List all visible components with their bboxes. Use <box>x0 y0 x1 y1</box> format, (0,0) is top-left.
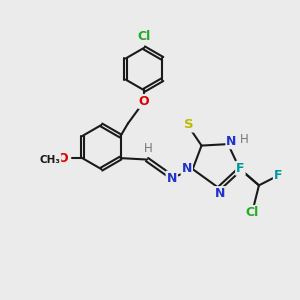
Text: O: O <box>58 152 68 165</box>
Text: S: S <box>184 118 194 131</box>
Text: N: N <box>167 172 177 184</box>
Text: N: N <box>182 162 192 175</box>
Text: F: F <box>274 169 282 182</box>
Text: Cl: Cl <box>245 206 259 219</box>
Text: H: H <box>240 133 249 146</box>
Text: N: N <box>214 187 225 200</box>
Text: Cl: Cl <box>137 30 151 43</box>
Text: N: N <box>226 135 237 148</box>
Text: CH₃: CH₃ <box>39 154 60 165</box>
Text: H: H <box>144 142 153 155</box>
Text: O: O <box>139 95 149 108</box>
Text: F: F <box>236 162 244 175</box>
